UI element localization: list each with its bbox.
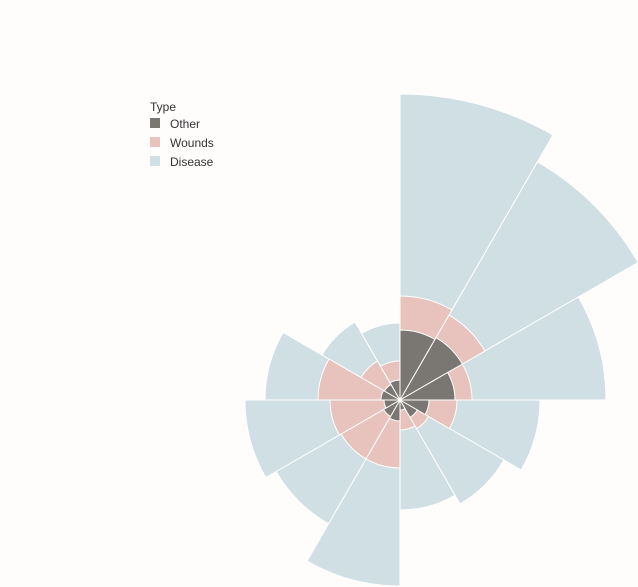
legend-label-disease: Disease — [170, 155, 214, 169]
wedge-other-5 — [398, 398, 419, 419]
legend-swatch-disease — [150, 156, 160, 166]
wedge-wounds-10 — [317, 358, 402, 401]
legend-item-wounds: Wounds — [150, 136, 214, 150]
legend-item-other: Other — [150, 117, 200, 131]
legend-swatch-other — [150, 118, 160, 128]
legend-item-disease: Disease — [150, 155, 214, 169]
legend-label-other: Other — [170, 117, 200, 131]
legend-label-wounds: Wounds — [170, 136, 214, 150]
legend-title: Type — [150, 100, 176, 114]
wedge-other-8 — [382, 398, 402, 418]
chart-wedges — [244, 93, 638, 587]
wedge-other-12 — [389, 379, 401, 402]
wedge-disease-5 — [398, 398, 505, 505]
legend: Type Other Wounds Disease — [150, 100, 214, 169]
wedge-other-3 — [398, 371, 456, 401]
wedge-other-2 — [398, 336, 464, 402]
legend-swatch-wounds — [150, 137, 160, 147]
